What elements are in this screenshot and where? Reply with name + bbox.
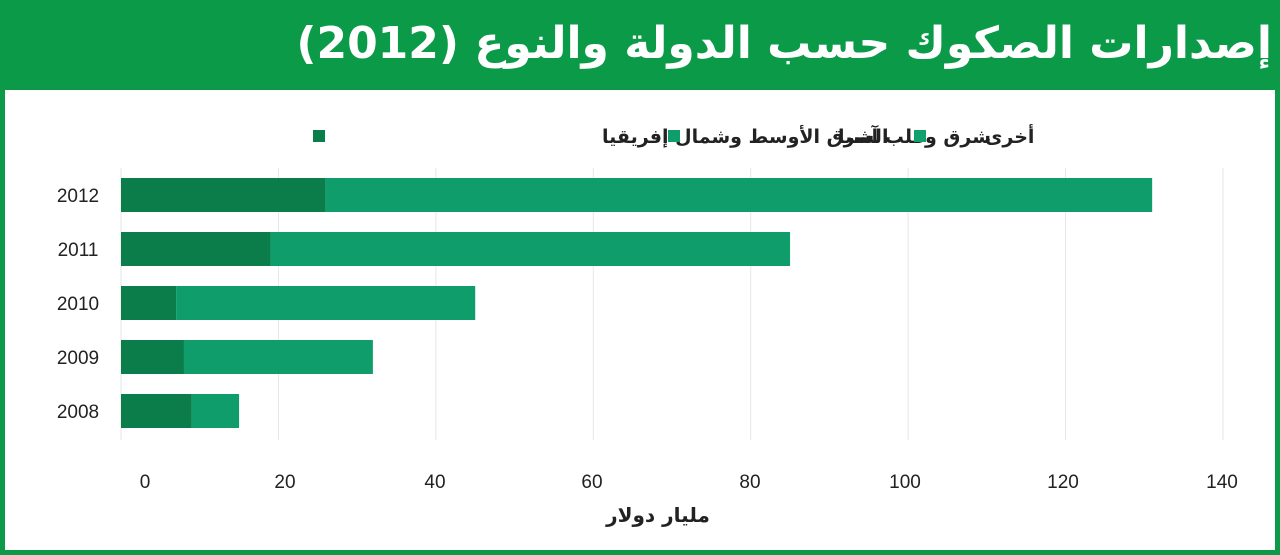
legend: الشرق الأوسط وشمال إفريقيا شرق وقلب آسيا أ… [313, 124, 1034, 148]
y-tick-label-2010: 2010 [57, 294, 99, 315]
x-tick-labels: 0 20 40 60 80 100 120 140 [140, 472, 1238, 493]
bar-2012-series-0 [121, 178, 326, 212]
bars [121, 178, 1153, 428]
title-bar: إصدارات الصكوك حسب الدولة والنوع (2012) [0, 0, 1280, 90]
x-tick-label-40: 40 [424, 472, 445, 493]
legend-swatch-0 [313, 130, 325, 142]
bar-2010-series-1 [176, 286, 476, 320]
chart-title: إصدارات الصكوك حسب الدولة والنوع (2012) [296, 18, 1272, 69]
x-tick-label-100: 100 [889, 472, 921, 493]
bar-2009-series-1 [183, 340, 373, 374]
x-tick-label-20: 20 [274, 472, 295, 493]
legend-swatch-1 [668, 130, 680, 142]
y-tick-label-2008: 2008 [57, 402, 99, 423]
bar-2008-series-1 [191, 394, 240, 428]
bar-2010-series-0 [121, 286, 177, 320]
x-tick-label-0: 0 [140, 472, 151, 493]
y-tick-label-2012: 2012 [57, 186, 99, 207]
x-axis-label: مليار دولار [605, 503, 710, 527]
y-tick-label-2011: 2011 [58, 240, 99, 261]
x-tick-label-140: 140 [1206, 472, 1238, 493]
bar-2011-series-1 [270, 232, 791, 266]
bar-2012-series-1 [325, 178, 1153, 212]
y-tick-label-2009: 2009 [57, 348, 99, 369]
x-tick-label-120: 120 [1047, 472, 1079, 493]
x-tick-label-80: 80 [739, 472, 760, 493]
y-tick-labels: 2012 2011 2010 2009 2008 [57, 186, 99, 423]
x-tick-label-60: 60 [581, 472, 602, 493]
legend-swatch-2 [914, 130, 926, 142]
bar-2011-series-0 [121, 232, 271, 266]
bar-2008-series-0 [121, 394, 192, 428]
bar-2009-series-0 [121, 340, 184, 374]
legend-label-2: أخرى [985, 124, 1034, 148]
